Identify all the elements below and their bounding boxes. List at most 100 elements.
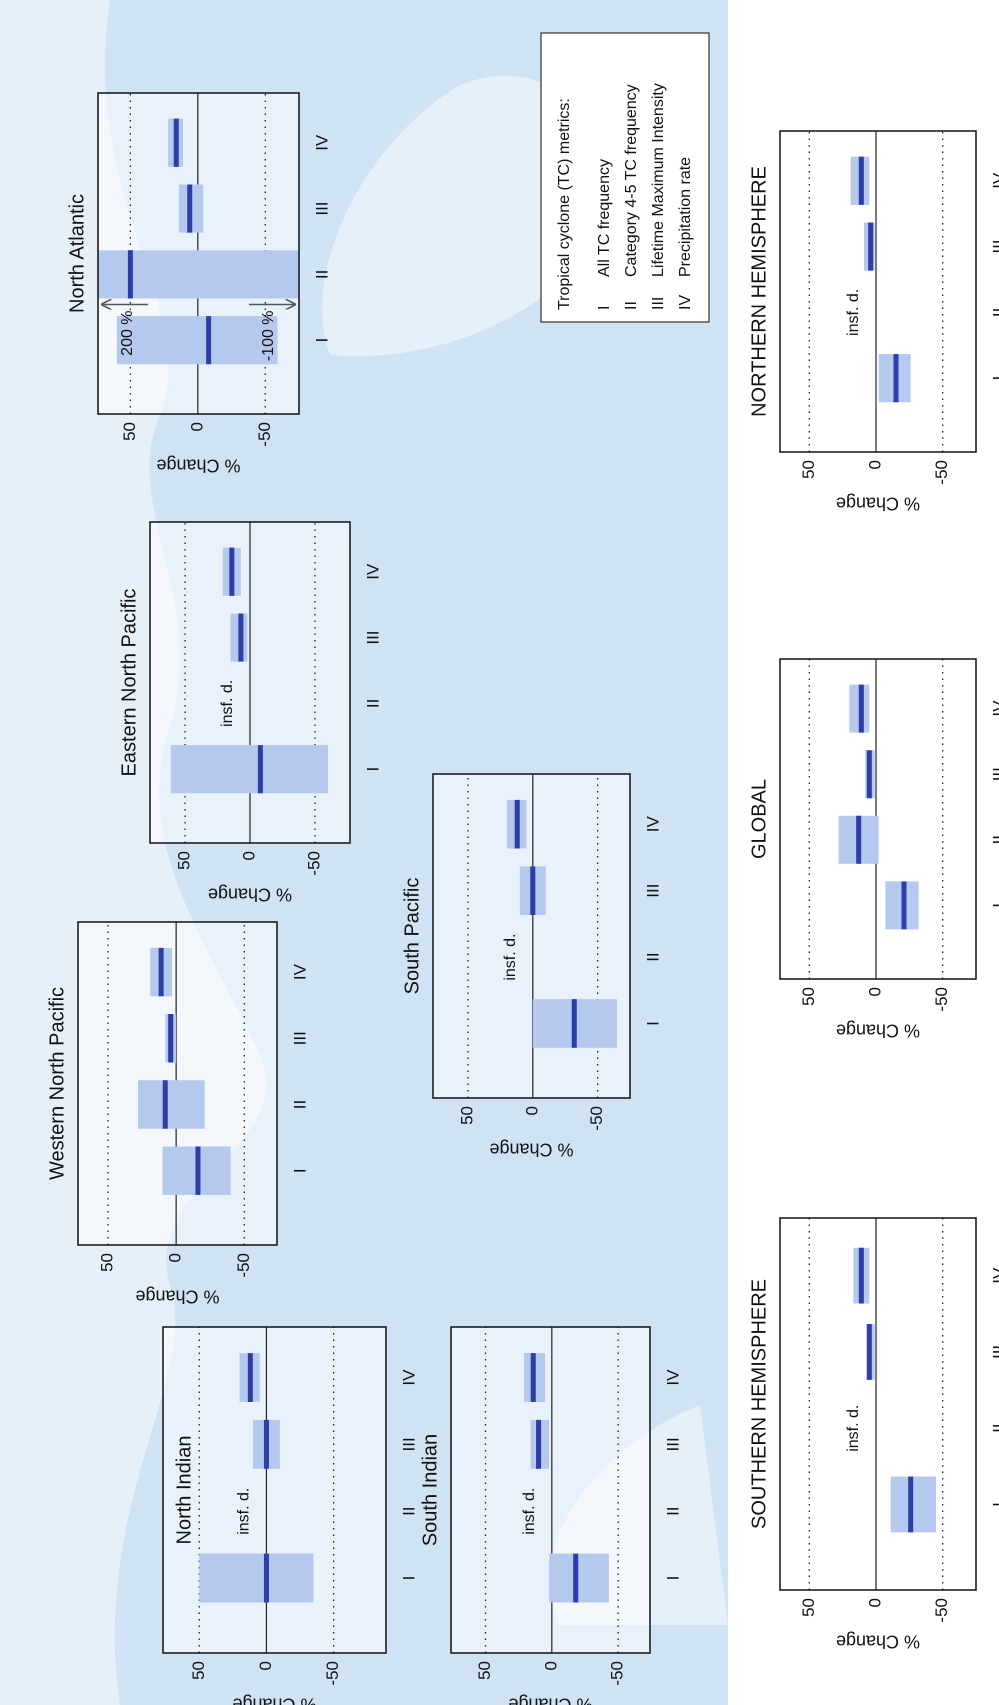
panel-title: South Pacific [401,878,423,995]
panel-title: GLOBAL [748,779,770,859]
legend-text: Category 4-5 TC frequency [623,84,640,277]
x-tick-label: I [663,1576,682,1581]
legend-box [540,32,710,323]
y-tick-label: 0 [865,460,884,469]
bars [137,947,231,1195]
panel-frame [779,658,977,980]
x-tick-label: III [290,1031,309,1045]
x-tick-label: I [312,338,331,343]
y-tick-label: 0 [239,851,258,860]
legend-title: Tropical cyclone (TC) metrics: [556,98,573,310]
y-tick-label: 0 [187,422,206,431]
range-bar [116,316,278,365]
x-tick-label: II [989,308,999,317]
x-tick-label: II [663,1506,682,1515]
panel-frame [77,921,278,1246]
panel-frame [162,1326,387,1654]
panel-box [780,131,976,452]
y-tick-label: -50 [932,1598,951,1623]
x-tick-label: III [312,201,331,215]
y-tick-label: 0 [865,1598,884,1607]
x-tick-label: I [643,1021,662,1026]
legend-numeral: II [623,301,640,310]
y-tick-label: 0 [256,1661,275,1670]
x-tick-label: II [312,270,331,279]
x-tick-label: I [989,376,999,381]
x-tick-label: IV [399,1369,418,1386]
x-tick-label: I [989,1502,999,1507]
y-tick-label: 0 [166,1253,185,1262]
x-tick-label: IV [643,816,662,833]
x-tick-label: IV [989,700,999,717]
bars [199,1353,314,1603]
x-tick-label: II [989,835,999,844]
bars [523,1353,609,1603]
x-tick-label: III [663,1437,682,1451]
y-axis-label: % Change [135,1286,219,1306]
legend-numeral: IV [677,295,694,310]
bars [850,156,911,403]
range-bar [137,1080,205,1129]
x-tick-label: II [643,952,662,961]
value-label: 200 % [119,310,136,355]
bars [838,684,919,930]
y-axis-label: % Change [836,1631,920,1651]
x-tick-label: III [399,1437,418,1451]
panel-title: SOUTHERN HEMISPHERE [748,1279,770,1529]
panel-frame [779,130,977,453]
legend-text: Precipitation rate [677,157,694,277]
panel-frame [97,92,300,415]
note: insf. d. [521,1488,538,1535]
bars [98,118,299,365]
y-tick-label: 50 [120,422,139,441]
y-tick-label: -50 [608,1661,627,1686]
y-tick-label: -50 [323,1661,342,1686]
x-tick-label: II [989,1423,999,1432]
y-tick-label: -50 [932,460,951,485]
y-tick-label: 50 [457,1106,476,1125]
legend-text: Lifetime Maximum Intensity [650,83,667,277]
x-tick-label: I [989,903,999,908]
y-tick-label: 50 [799,460,818,479]
note: insf. d. [502,933,519,980]
y-tick-label: 0 [522,1106,541,1115]
map-land [322,75,611,357]
panel-box [163,1327,386,1653]
y-tick-label: 50 [189,1661,208,1680]
panel-title: Western North Pacific [46,987,68,1180]
bars [170,547,328,794]
x-tick-label: I [363,767,382,772]
panel-title: South Indian [419,1434,441,1546]
x-tick-label: IV [290,963,309,980]
panel-frame [149,521,351,844]
legend-numeral: III [650,297,667,310]
y-tick-label: -50 [234,1253,253,1278]
panel-title: North Indian [173,1436,195,1545]
y-tick-label: 50 [97,1253,116,1272]
x-tick-label: I [290,1168,309,1173]
x-tick-label: II [399,1506,418,1515]
y-axis-label: % Change [836,1020,920,1040]
x-tick-label: IV [663,1369,682,1386]
y-tick-label: -50 [587,1106,606,1131]
x-tick-label: III [989,1345,999,1359]
map-land [0,0,267,1705]
x-tick-label: IV [989,172,999,189]
x-tick-label: IV [312,134,331,151]
y-tick-label: 50 [475,1661,494,1680]
range-bar [199,1553,314,1603]
note: insf. d. [845,1405,862,1452]
panel-frame [432,773,631,1099]
x-tick-label: III [363,630,382,644]
panel-box [451,1327,650,1653]
